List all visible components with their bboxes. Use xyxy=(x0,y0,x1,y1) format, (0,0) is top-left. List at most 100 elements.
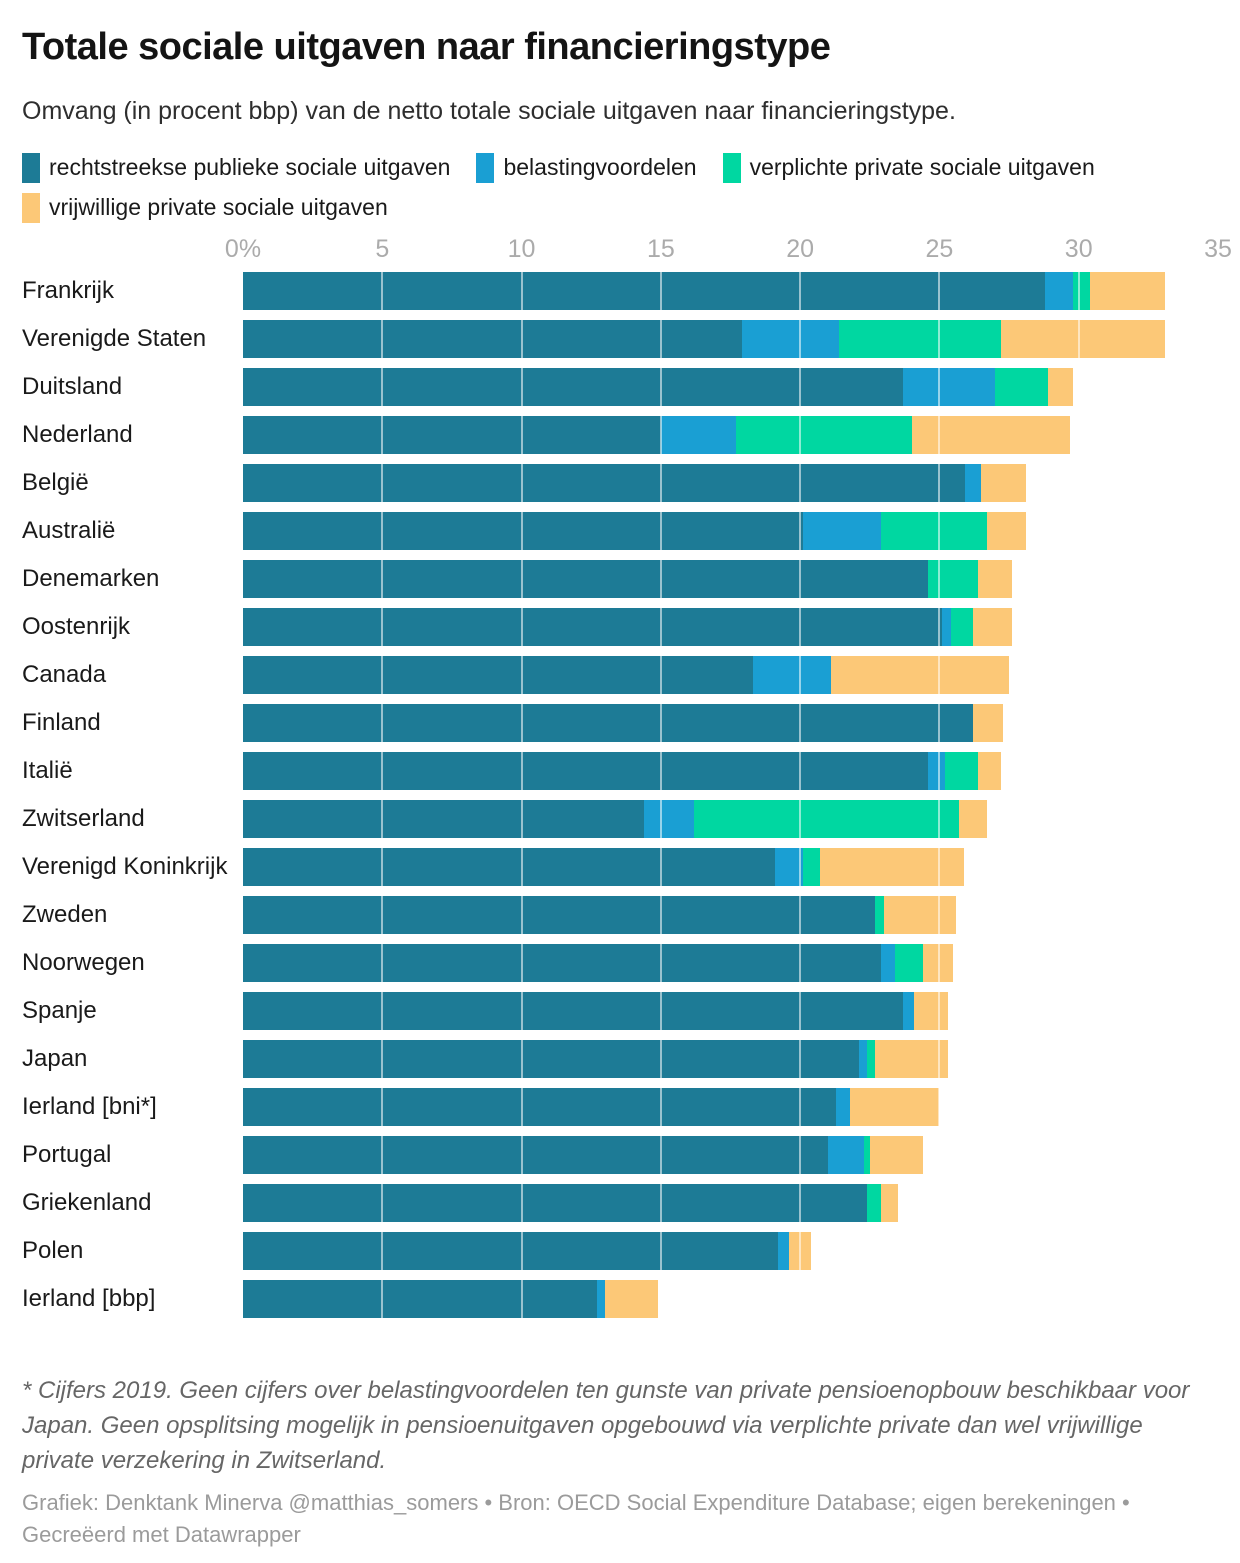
bar-segment-tax-breaks[interactable] xyxy=(1045,271,1074,310)
bar-segment-tax-breaks[interactable] xyxy=(858,1039,867,1078)
bar-stack xyxy=(243,415,1218,454)
bar-stack xyxy=(243,1039,1218,1078)
bar-segment-tax-breaks[interactable] xyxy=(903,991,915,1030)
bar-segment-direct-public[interactable] xyxy=(243,415,661,454)
bar-row: Frankrijk xyxy=(22,267,1218,315)
bar-segment-direct-public[interactable] xyxy=(243,367,904,406)
bar-segment-direct-public[interactable] xyxy=(243,1135,828,1174)
bar-segment-voluntary-private[interactable] xyxy=(875,1039,948,1078)
bar-segment-mandatory-private[interactable] xyxy=(867,1183,881,1222)
bar-segment-direct-public[interactable] xyxy=(243,895,876,934)
bar-stack xyxy=(243,1279,1218,1318)
x-axis-tick: 30 xyxy=(1064,234,1093,263)
bar-segment-mandatory-private[interactable] xyxy=(894,943,923,982)
bar-segment-mandatory-private[interactable] xyxy=(875,895,884,934)
bar-segment-direct-public[interactable] xyxy=(243,559,929,598)
bar-segment-voluntary-private[interactable] xyxy=(1048,367,1074,406)
bar-segment-mandatory-private[interactable] xyxy=(866,1039,876,1078)
bar-segment-voluntary-private[interactable] xyxy=(830,655,1010,694)
bar-segment-mandatory-private[interactable] xyxy=(864,1135,870,1174)
x-axis-tick: 35 xyxy=(1204,234,1232,263)
bar-segment-voluntary-private[interactable] xyxy=(788,1231,812,1270)
bar-segment-mandatory-private[interactable] xyxy=(736,415,912,454)
bar-segment-voluntary-private[interactable] xyxy=(819,847,965,886)
bar-segment-voluntary-private[interactable] xyxy=(911,415,1071,454)
bar-segment-tax-breaks[interactable] xyxy=(777,1231,789,1270)
bar-segment-voluntary-private[interactable] xyxy=(1000,319,1166,358)
bar-segment-tax-breaks[interactable] xyxy=(928,751,945,790)
bar-segment-voluntary-private[interactable] xyxy=(972,607,1012,646)
bar-segment-tax-breaks[interactable] xyxy=(880,943,895,982)
bar-segment-tax-breaks[interactable] xyxy=(775,847,803,886)
bar-segment-direct-public[interactable] xyxy=(243,319,742,358)
bar-row: Griekenland xyxy=(22,1179,1218,1227)
bar-segment-direct-public[interactable] xyxy=(243,655,753,694)
bar-segment-voluntary-private[interactable] xyxy=(981,463,1026,502)
bar-segment-tax-breaks[interactable] xyxy=(964,463,982,502)
bar-row: Oostenrijk xyxy=(22,603,1218,651)
legend: rechtstreekse publieke sociale uitgaven b… xyxy=(22,152,1218,223)
bar-segment-mandatory-private[interactable] xyxy=(694,799,959,838)
bar-segment-direct-public[interactable] xyxy=(243,607,943,646)
bar-segment-tax-breaks[interactable] xyxy=(828,1135,865,1174)
bar-segment-voluntary-private[interactable] xyxy=(883,895,957,934)
bar-row: Ierland [bni*] xyxy=(22,1083,1218,1131)
bar-segment-tax-breaks[interactable] xyxy=(752,655,831,694)
bar-segment-voluntary-private[interactable] xyxy=(880,1183,898,1222)
bar-segment-voluntary-private[interactable] xyxy=(850,1087,940,1126)
bar-segment-direct-public[interactable] xyxy=(243,799,645,838)
bar-segment-tax-breaks[interactable] xyxy=(836,1087,851,1126)
bar-segment-voluntary-private[interactable] xyxy=(978,751,1001,790)
bar-stack xyxy=(243,463,1218,502)
bar-segment-tax-breaks[interactable] xyxy=(942,607,951,646)
bar-segment-mandatory-private[interactable] xyxy=(928,559,979,598)
country-label: Canada xyxy=(22,660,107,688)
bar-segment-tax-breaks[interactable] xyxy=(596,1279,606,1318)
bar-segment-tax-breaks[interactable] xyxy=(660,415,737,454)
country-label: Japan xyxy=(22,1044,88,1072)
bar-segment-mandatory-private[interactable] xyxy=(802,847,820,886)
bar-segment-mandatory-private[interactable] xyxy=(944,751,979,790)
bar-segment-voluntary-private[interactable] xyxy=(1089,271,1166,310)
bar-stack xyxy=(243,1183,1218,1222)
bar-segment-direct-public[interactable] xyxy=(243,1087,837,1126)
bar-segment-mandatory-private[interactable] xyxy=(1073,271,1090,310)
legend-item: verplichte private sociale uitgaven xyxy=(722,152,1095,183)
legend-item: rechtstreekse publieke sociale uitgaven xyxy=(22,152,450,183)
bar-segment-direct-public[interactable] xyxy=(243,943,881,982)
bar-segment-direct-public[interactable] xyxy=(243,463,965,502)
bar-segment-direct-public[interactable] xyxy=(243,991,904,1030)
bar-row: Duitsland xyxy=(22,363,1218,411)
bar-segment-mandatory-private[interactable] xyxy=(839,319,1001,358)
bar-segment-voluntary-private[interactable] xyxy=(605,1279,659,1318)
bar-segment-tax-breaks[interactable] xyxy=(802,511,881,550)
bar-segment-direct-public[interactable] xyxy=(243,511,803,550)
bar-segment-mandatory-private[interactable] xyxy=(880,511,987,550)
bar-segment-direct-public[interactable] xyxy=(243,1039,859,1078)
bar-segment-voluntary-private[interactable] xyxy=(914,991,948,1030)
bar-segment-tax-breaks[interactable] xyxy=(903,367,996,406)
country-label: Finland xyxy=(22,708,101,736)
bar-segment-direct-public[interactable] xyxy=(243,751,929,790)
bar-segment-direct-public[interactable] xyxy=(243,1231,778,1270)
bar-segment-voluntary-private[interactable] xyxy=(972,703,1004,742)
bar-stack xyxy=(243,991,1218,1030)
bar-segment-direct-public[interactable] xyxy=(243,847,776,886)
bar-row: België xyxy=(22,459,1218,507)
bar-segment-tax-breaks[interactable] xyxy=(741,319,840,358)
bar-segment-voluntary-private[interactable] xyxy=(986,511,1026,550)
bar-segment-voluntary-private[interactable] xyxy=(978,559,1012,598)
bar-segment-mandatory-private[interactable] xyxy=(950,607,973,646)
bar-stack xyxy=(243,655,1218,694)
bar-row: Nederland xyxy=(22,411,1218,459)
bar-segment-voluntary-private[interactable] xyxy=(958,799,987,838)
bar-segment-voluntary-private[interactable] xyxy=(869,1135,923,1174)
bar-segment-direct-public[interactable] xyxy=(243,703,973,742)
bar-segment-tax-breaks[interactable] xyxy=(644,799,695,838)
bar-segment-direct-public[interactable] xyxy=(243,1183,867,1222)
bar-segment-mandatory-private[interactable] xyxy=(995,367,1049,406)
bar-segment-direct-public[interactable] xyxy=(243,271,1046,310)
bar-segment-direct-public[interactable] xyxy=(243,1279,597,1318)
bar-segment-voluntary-private[interactable] xyxy=(922,943,954,982)
x-axis-tick: 20 xyxy=(786,234,815,263)
